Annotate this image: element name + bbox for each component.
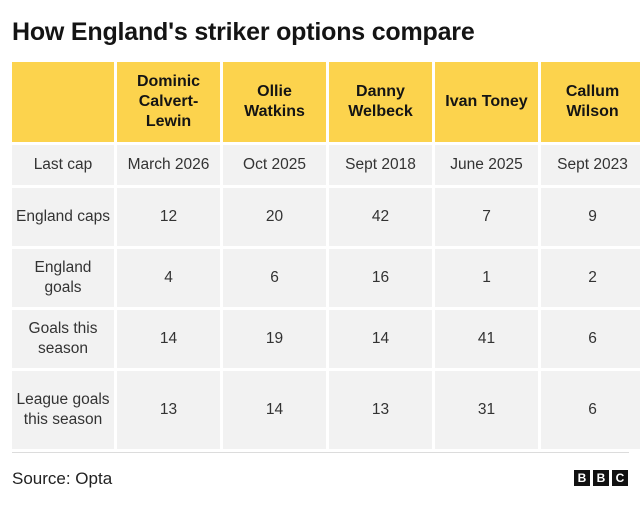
row-label: England goals [12,249,114,307]
header-row: Dominic Calvert-Lewin Ollie Watkins Dann… [12,62,640,142]
logo-letter: B [593,470,609,486]
table-cell: 6 [541,371,640,449]
column-header: Callum Wilson [541,62,640,142]
logo-letter: C [612,470,628,486]
logo-letter: B [574,470,590,486]
table-row: Last cap March 2026 Oct 2025 Sept 2018 J… [12,145,640,185]
row-label: League goals this season [12,371,114,449]
row-label: Last cap [12,145,114,185]
table-cell: 1 [435,249,538,307]
table-cell: 4 [117,249,220,307]
header-corner-cell [12,62,114,142]
column-header: Ollie Watkins [223,62,326,142]
column-header: Ivan Toney [435,62,538,142]
table-row: England goals 4 6 16 1 2 [12,249,640,307]
row-label: England caps [12,188,114,246]
table-cell: 7 [435,188,538,246]
table-cell: March 2026 [117,145,220,185]
table-cell: June 2025 [435,145,538,185]
table-cell: 13 [329,371,432,449]
row-label: Goals this season [12,310,114,368]
table-cell: 6 [541,310,640,368]
table-row: League goals this season 13 14 13 31 6 [12,371,640,449]
table-cell: 42 [329,188,432,246]
table-cell: 41 [435,310,538,368]
table-cell: 13 [117,371,220,449]
table-cell: 19 [223,310,326,368]
table-row: Goals this season 14 19 14 41 6 [12,310,640,368]
footer-divider [12,452,629,453]
chart-title: How England's striker options compare [12,18,475,46]
table-cell: 9 [541,188,640,246]
column-header: Dominic Calvert-Lewin [117,62,220,142]
table-row: England caps 12 20 42 7 9 [12,188,640,246]
table-cell: 20 [223,188,326,246]
table-cell: 6 [223,249,326,307]
bbc-logo: B B C [574,470,628,486]
table-cell: 14 [117,310,220,368]
table-cell: Sept 2018 [329,145,432,185]
table-cell: 12 [117,188,220,246]
table-cell: 14 [223,371,326,449]
table-cell: Sept 2023 [541,145,640,185]
table-cell: 2 [541,249,640,307]
column-header: Danny Welbeck [329,62,432,142]
table-cell: 16 [329,249,432,307]
table-cell: 14 [329,310,432,368]
table-cell: 31 [435,371,538,449]
source-note: Source: Opta [12,469,113,488]
table-cell: Oct 2025 [223,145,326,185]
comparison-table: Dominic Calvert-Lewin Ollie Watkins Dann… [9,59,640,452]
